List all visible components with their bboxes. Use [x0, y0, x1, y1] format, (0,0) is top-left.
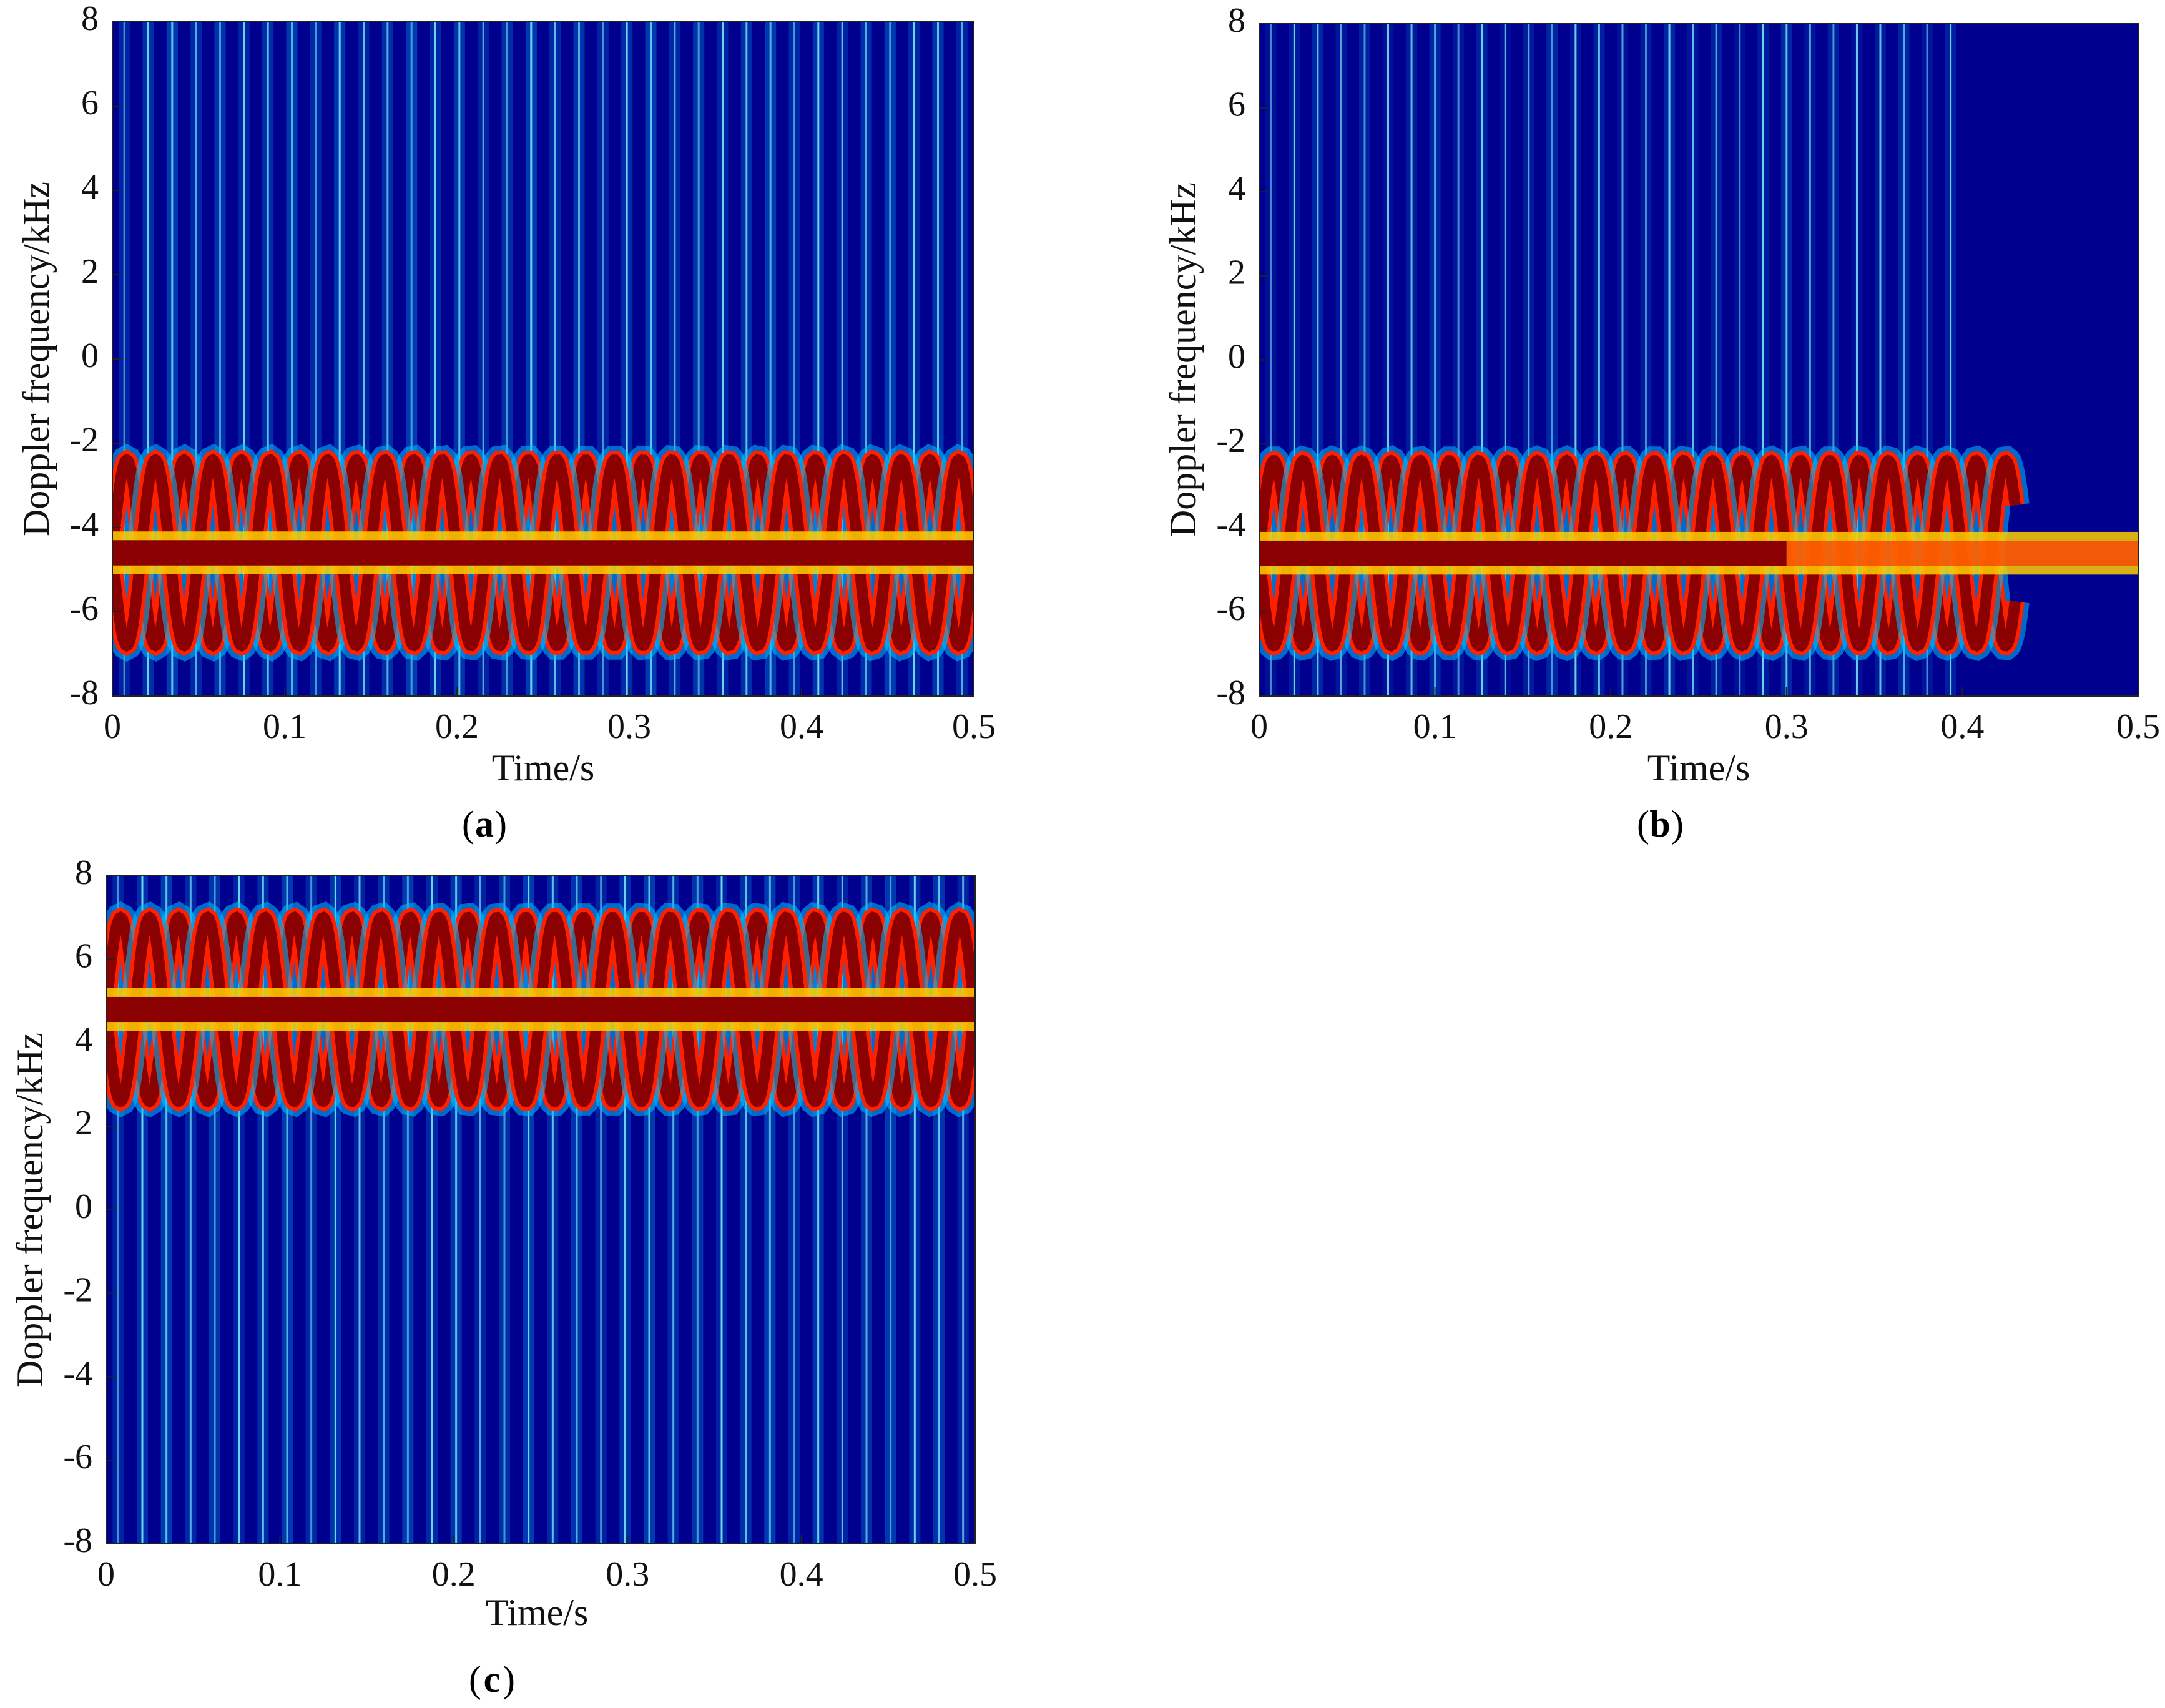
x-tick-label: 0.4 — [1940, 707, 1984, 746]
y-tick-label: 2 — [75, 1104, 92, 1142]
x-tick-label: 0.4 — [780, 707, 823, 746]
x-tick-label: 0.5 — [2116, 707, 2160, 746]
x-tick-label: 0.3 — [607, 707, 651, 746]
y-tick-label: -6 — [63, 1438, 92, 1476]
panel-caption-c: ( c ) — [469, 1659, 515, 1700]
x-tick-label: 0.4 — [780, 1555, 823, 1594]
x-tick-label: 0 — [104, 707, 121, 746]
svg-text:(: ( — [1637, 803, 1649, 845]
y-axis-title: Doppler frequency/kHz — [16, 182, 57, 536]
x-tick-label: 0.1 — [263, 707, 307, 746]
body-doppler-band — [106, 996, 975, 1023]
svg-text:(: ( — [469, 1659, 481, 1700]
spectrogram-c — [106, 876, 975, 1544]
y-tick-label: -8 — [63, 1521, 92, 1560]
y-tick-label: -2 — [1216, 421, 1245, 460]
panel-a: 8 6 4 2 0 -2 -4 -6 -8 0 0.1 0.2 0.3 0.4 … — [16, 0, 996, 788]
y-tick-label: 2 — [1228, 253, 1245, 292]
panel-b: 8 6 4 2 0 -2 -4 -6 -8 0 0.1 0.2 0.3 0.4 … — [1162, 1, 2160, 788]
panel-label-c: c — [484, 1659, 501, 1700]
y-tick-label: 8 — [81, 0, 99, 38]
svg-text:(: ( — [462, 803, 474, 845]
x-tick-label: 0.3 — [606, 1555, 649, 1594]
y-tick-label: -6 — [69, 589, 99, 628]
y-tick-label: -2 — [63, 1271, 92, 1310]
y-axis-title: Doppler frequency/kHz — [9, 1033, 51, 1387]
y-tick-label: -2 — [69, 421, 99, 459]
panel-caption-b: ( b ) — [1637, 803, 1684, 845]
x-axis-title: Time/s — [486, 1592, 589, 1633]
y-tick-label: -8 — [1216, 674, 1245, 712]
x-axis-title: Time/s — [1647, 747, 1750, 788]
spectrogram-a — [112, 22, 974, 696]
y-tick-label: 2 — [81, 252, 99, 291]
micro-doppler-trace-core — [1259, 454, 2021, 652]
y-tick-label: -4 — [1216, 506, 1245, 544]
y-tick-label: 6 — [75, 937, 92, 976]
y-tick-label: 0 — [1228, 337, 1245, 376]
svg-text:): ) — [494, 803, 507, 845]
panel-c: 8 6 4 2 0 -2 -4 -6 -8 0 0.1 0.2 0.3 0.4 … — [9, 853, 997, 1633]
y-tick-label: 8 — [1228, 1, 1245, 40]
y-tick-label: -6 — [1216, 589, 1245, 628]
y-tick-label: 6 — [1228, 85, 1245, 124]
x-tick-label: 0 — [1250, 707, 1268, 746]
y-tick-label: 4 — [81, 168, 99, 207]
x-tick-label: 0.1 — [1413, 707, 1457, 746]
x-tick-label: 0.2 — [432, 1555, 476, 1594]
panel-label-b: b — [1649, 803, 1670, 845]
x-tick-label: 0.2 — [435, 707, 479, 746]
spectrogram-b — [1259, 24, 2138, 696]
svg-text:): ) — [503, 1659, 515, 1700]
y-tick-label: 4 — [75, 1020, 92, 1059]
body-doppler-band — [112, 540, 974, 566]
body-doppler-band — [1259, 540, 1787, 566]
y-tick-label: 0 — [75, 1187, 92, 1226]
panel-caption-a: ( a ) — [462, 803, 507, 845]
y-tick-label: 6 — [81, 84, 99, 122]
svg-text:): ) — [1671, 803, 1684, 845]
y-tick-label: -4 — [69, 505, 99, 544]
y-tick-label: -4 — [63, 1354, 92, 1393]
x-tick-label: 0.5 — [952, 707, 996, 746]
x-tick-label: 0.1 — [258, 1555, 302, 1594]
x-axis-title: Time/s — [492, 747, 595, 788]
x-tick-label: 0.5 — [953, 1555, 997, 1594]
x-tick-label: 0.2 — [1589, 707, 1632, 746]
y-axis-title: Doppler frequency/kHz — [1162, 182, 1204, 537]
y-tick-label: 0 — [81, 336, 99, 375]
body-doppler-band-fade — [1786, 540, 2138, 566]
x-tick-label: 0.3 — [1765, 707, 1809, 746]
y-tick-label: 8 — [75, 853, 92, 892]
x-tick-label: 0 — [97, 1555, 115, 1594]
y-tick-label: 4 — [1228, 169, 1245, 208]
y-tick-label: -8 — [69, 674, 99, 712]
panel-label-a: a — [475, 803, 494, 845]
